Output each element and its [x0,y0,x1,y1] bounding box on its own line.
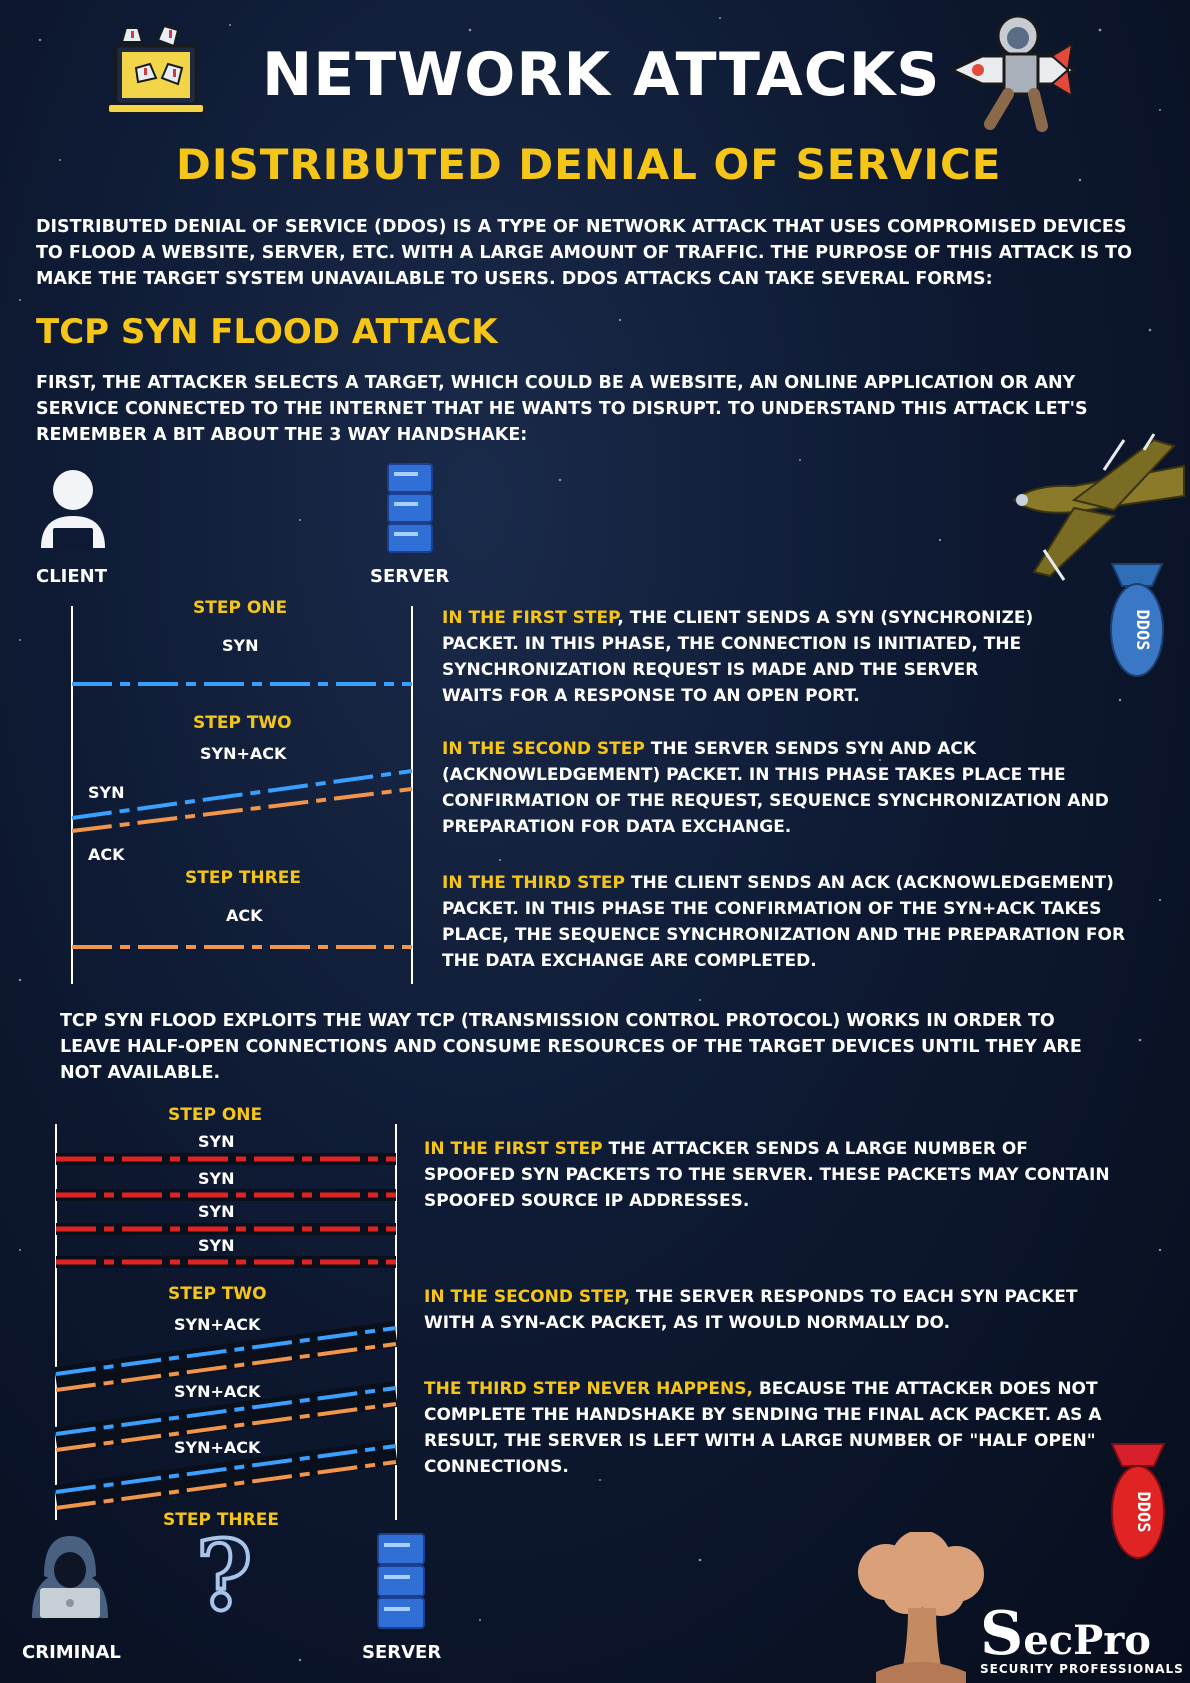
page-subtitle: DISTRIBUTED DENIAL OF SERVICE [176,140,1002,189]
bomb-blue-text: DDOS [1132,610,1152,651]
flood-step1-desc-text: THE ATTACKER SENDS A LARGE NUMBER OF SPO… [424,1139,1110,1211]
bomb-red-text: DDOS [1133,1492,1153,1533]
flood-server-icon [377,1533,425,1629]
section-title: TCP SYN FLOOD ATTACK [36,312,498,352]
flood-step2-title: STEP TWO [168,1284,267,1304]
flood-server-label: SERVER [362,1642,442,1663]
flood-step2-desc: IN THE SECOND STEP, THE SERVER RESPONDS … [424,1284,1084,1336]
client-user-icon [41,470,105,550]
handshake-step3-title: STEP THREE [185,868,301,888]
flood-step1-title: STEP ONE [168,1105,263,1125]
ddos-bomb-red-icon: DDOS [1110,1443,1166,1559]
flood-syn-1: SYN [198,1132,235,1151]
secpro-logo: SecPro SECURITY PROFESSIONALS [980,1604,1184,1676]
flood-step3-desc: THE THIRD STEP NEVER HAPPENS, BECAUSE TH… [424,1376,1124,1480]
handshake-step2-desc: IN THE SECOND STEP THE SERVER SENDS SYN … [442,736,1142,840]
flood-step2-desc-highlight: IN THE SECOND STEP, [424,1287,631,1307]
handshake-step3-desc-highlight: IN THE THIRD STEP [442,873,626,893]
handshake-step2-packet: SYN+ACK [200,744,287,763]
bomber-plane-icon [1012,433,1185,581]
flood-intro: TCP SYN FLOOD EXPLOITS THE WAY TCP (TRAN… [60,1011,1082,1083]
flood-synack-1: SYN+ACK [174,1315,261,1334]
handshake-step1-title: STEP ONE [193,598,288,618]
ddos-bomb-blue-icon: DDOS [1110,563,1164,677]
section-intro: FIRST, THE ATTACKER SELECTS A TARGET, WH… [36,373,1088,445]
handshake-step1-desc: IN THE FIRST STEP, THE CLIENT SENDS A SY… [442,605,1042,709]
handshake-step1-desc-text: , THE CLIENT SENDS A SYN (SYNCHRONIZE) P… [442,608,1034,706]
astronaut-rocket-icon [948,14,1077,132]
flood-step3-desc-highlight: THE THIRD STEP NEVER HAPPENS, [424,1379,753,1399]
flood-synack-3: SYN+ACK [174,1438,261,1457]
logo-tagline: SECURITY PROFESSIONALS [980,1662,1184,1676]
handshake-step1-packet: SYN [222,636,259,655]
logo-letter-s: S [980,1599,1024,1669]
flood-step3-desc-text: BECAUSE THE ATTACKER DOES NOT COMPLETE T… [424,1379,1102,1477]
criminal-label: CRIMINAL [22,1642,121,1663]
flood-step2-desc-text: THE SERVER RESPONDS TO EACH SYN PACKET W… [424,1287,1078,1333]
handshake-step2-ack-label: ACK [88,845,125,864]
handshake-step2-syn-label: SYN [88,783,125,802]
flood-step3-title: STEP THREE [163,1510,279,1530]
question-mark-icon: ? [194,1519,254,1632]
server-label: SERVER [370,566,450,587]
flood-syn-4: SYN [198,1236,235,1255]
intro-paragraph: DISTRIBUTED DENIAL OF SERVICE (DDOS) IS … [36,217,1132,289]
logo-wordmark: ecPro [1023,1617,1151,1664]
server-icon [387,463,433,553]
handshake-step1-desc-highlight: IN THE FIRST STEP [442,608,618,628]
flood-syn-2: SYN [198,1169,235,1188]
page-title: NETWORK ATTACKS [262,40,941,110]
handshake-step2-desc-text: THE SERVER SENDS SYN AND ACK (ACKNOWLEDG… [442,739,1109,837]
handshake-step3-packet: ACK [226,906,263,925]
explosion-cloud-icon [858,1532,984,1683]
flood-syn-3: SYN [198,1202,235,1221]
laptop-alert-icon [107,24,205,114]
client-label: CLIENT [36,566,108,587]
handshake-step3-desc-text: THE CLIENT SENDS AN ACK (ACKNOWLEDGEMENT… [442,873,1126,971]
flood-step1-desc: IN THE FIRST STEP THE ATTACKER SENDS A L… [424,1136,1124,1214]
handshake-step2-title: STEP TWO [193,713,292,733]
flood-synack-2: SYN+ACK [174,1382,261,1401]
flood-step1-desc-highlight: IN THE FIRST STEP [424,1139,603,1159]
handshake-step2-desc-highlight: IN THE SECOND STEP [442,739,645,759]
handshake-step3-desc: IN THE THIRD STEP THE CLIENT SENDS AN AC… [442,870,1132,974]
criminal-hacker-icon [32,1536,108,1618]
